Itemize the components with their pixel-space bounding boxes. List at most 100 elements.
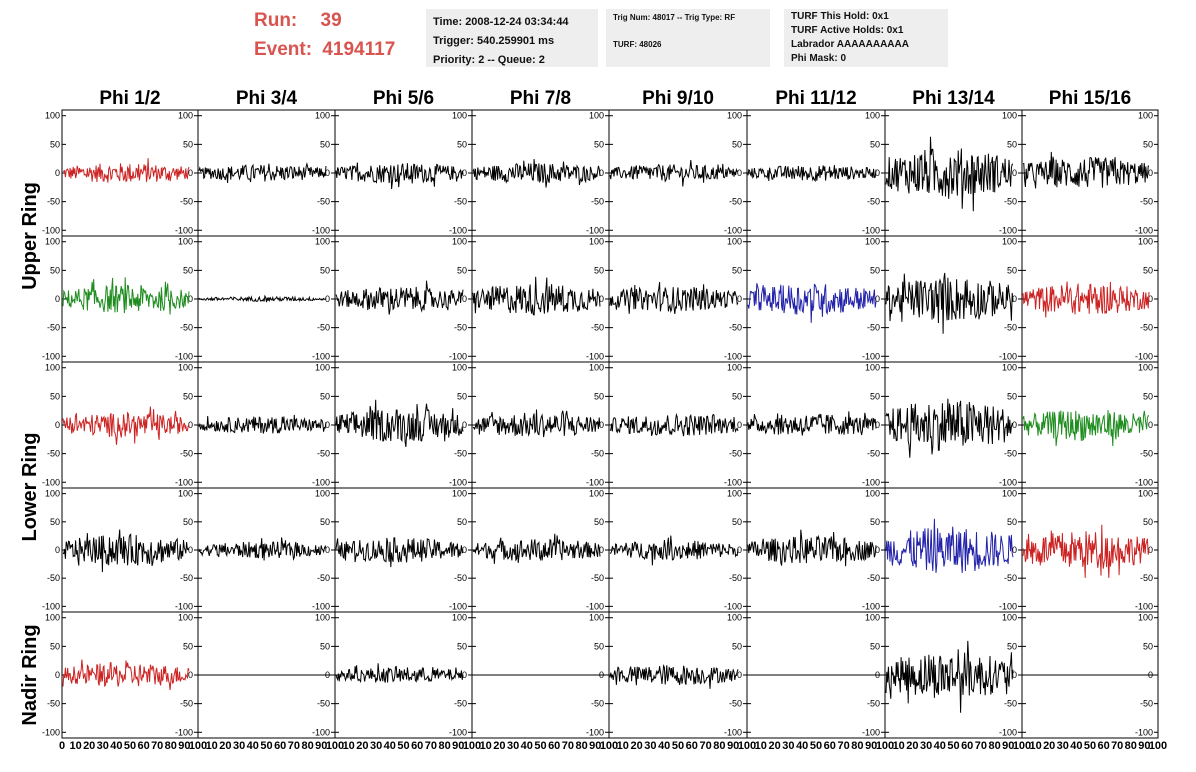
x-tick-label: 60	[686, 740, 698, 752]
y-tick-label: 0	[1012, 670, 1017, 680]
y-tick-label: -50	[591, 323, 604, 333]
y-tick-label: 0	[188, 420, 193, 430]
y-tick-label: 50	[732, 641, 742, 651]
column-title: Phi 1/2	[99, 88, 160, 109]
y-tick-label: 50	[50, 641, 60, 651]
x-tick-label: 90	[1138, 740, 1150, 752]
y-tick-label: -50	[1140, 699, 1153, 709]
x-tick-label: 40	[934, 740, 946, 752]
waveform-trace	[335, 399, 464, 447]
y-tick-label: -50	[317, 573, 330, 583]
y-tick-label: 100	[452, 489, 467, 499]
y-tick-label: 100	[452, 613, 467, 623]
trig-num-line: Trig Num: 48017 -- Trig Type: RF	[613, 13, 736, 22]
x-tick-label: 90	[727, 740, 739, 752]
y-tick-label: 50	[870, 139, 880, 149]
y-tick-label: 50	[870, 517, 880, 527]
y-tick-label: -100	[999, 727, 1017, 737]
x-tick-label: 50	[672, 740, 684, 752]
y-tick-label: -100	[1135, 727, 1153, 737]
y-tick-label: -100	[862, 601, 880, 611]
y-tick-label: 100	[452, 237, 467, 247]
x-tick-label: 30	[920, 740, 932, 752]
x-tick-label: 80	[301, 740, 313, 752]
y-tick-label: -50	[867, 449, 880, 459]
x-tick-label: 70	[425, 740, 437, 752]
y-tick-label: 0	[55, 168, 60, 178]
x-tick-label: 10	[893, 740, 905, 752]
x-tick-label: 20	[493, 740, 505, 752]
x-tick-label: 70	[562, 740, 574, 752]
y-tick-label: 0	[875, 294, 880, 304]
y-tick-label: 50	[457, 265, 467, 275]
y-tick-label: -100	[312, 225, 330, 235]
y-tick-label: -100	[724, 727, 742, 737]
y-tick-label: 50	[320, 265, 330, 275]
ring-label: Nadir Ring	[19, 624, 41, 725]
x-tick-label: 20	[219, 740, 231, 752]
labrador-line: Labrador AAAAAAAAAA	[791, 39, 909, 50]
x-tick-label: 40	[796, 740, 808, 752]
y-tick-label: 0	[188, 670, 193, 680]
column-title: Phi 7/8	[510, 88, 571, 109]
y-tick-label: -50	[729, 197, 742, 207]
column-title: Phi 9/10	[642, 88, 714, 109]
y-tick-label: 100	[1002, 363, 1017, 373]
y-tick-label: 100	[315, 613, 330, 623]
y-tick-label: -50	[1140, 449, 1153, 459]
y-tick-label: -100	[724, 601, 742, 611]
waveform-trace	[335, 162, 464, 190]
y-tick-label: 100	[865, 613, 880, 623]
x-tick-label: 20	[906, 740, 918, 752]
x-tick-label: 70	[151, 740, 163, 752]
y-tick-label: -50	[180, 323, 193, 333]
y-tick-label: -50	[1004, 699, 1017, 709]
y-tick-label: 50	[183, 265, 193, 275]
waveform-trace	[747, 165, 877, 183]
x-tick-label: 80	[713, 740, 725, 752]
x-tick-label: 70	[837, 740, 849, 752]
y-tick-label: 50	[594, 517, 604, 527]
y-tick-label: -100	[999, 601, 1017, 611]
y-tick-label: -100	[724, 477, 742, 487]
y-tick-label: 0	[1148, 294, 1153, 304]
waveform-trace	[885, 518, 1014, 573]
y-tick-label: 50	[1143, 517, 1153, 527]
y-tick-label: 50	[457, 391, 467, 401]
x-tick-label: 10	[206, 740, 218, 752]
y-tick-label: 100	[178, 111, 193, 121]
x-tick-label: 60	[548, 740, 560, 752]
y-tick-label: 100	[45, 237, 60, 247]
y-tick-label: -50	[591, 699, 604, 709]
x-tick-label: 90	[178, 740, 190, 752]
y-tick-label: 50	[50, 265, 60, 275]
y-tick-label: 50	[50, 139, 60, 149]
y-tick-label: 100	[45, 613, 60, 623]
x-tick-label: 30	[97, 740, 109, 752]
y-tick-label: 0	[1148, 545, 1153, 555]
y-tick-label: -100	[175, 727, 193, 737]
y-tick-label: -100	[42, 351, 60, 361]
waveform-trace	[198, 162, 327, 184]
y-tick-label: -50	[867, 197, 880, 207]
y-tick-label: 0	[325, 420, 330, 430]
turf-line: TURF: 48026	[613, 40, 662, 49]
turf-info-box: TURF This Hold: 0x1 TURF Active Holds: 0…	[784, 9, 948, 67]
x-tick-label: 50	[260, 740, 272, 752]
y-tick-label: 50	[594, 391, 604, 401]
y-tick-label: 0	[599, 294, 604, 304]
waveform-trace	[198, 294, 327, 303]
y-tick-label: 50	[50, 517, 60, 527]
y-tick-label: 0	[599, 420, 604, 430]
waveform-trace	[198, 537, 327, 561]
y-tick-label: -100	[862, 351, 880, 361]
y-tick-label: 100	[727, 363, 742, 373]
y-tick-label: 0	[875, 545, 880, 555]
y-tick-label: 100	[315, 237, 330, 247]
trig-info-box: Trig Num: 48017 -- Trig Type: RF TURF: 4…	[606, 9, 770, 67]
y-tick-label: 50	[1007, 139, 1017, 149]
y-tick-label: 0	[1012, 545, 1017, 555]
run-label: Run:	[254, 10, 298, 31]
x-tick-label: 20	[356, 740, 368, 752]
y-tick-label: -100	[175, 225, 193, 235]
